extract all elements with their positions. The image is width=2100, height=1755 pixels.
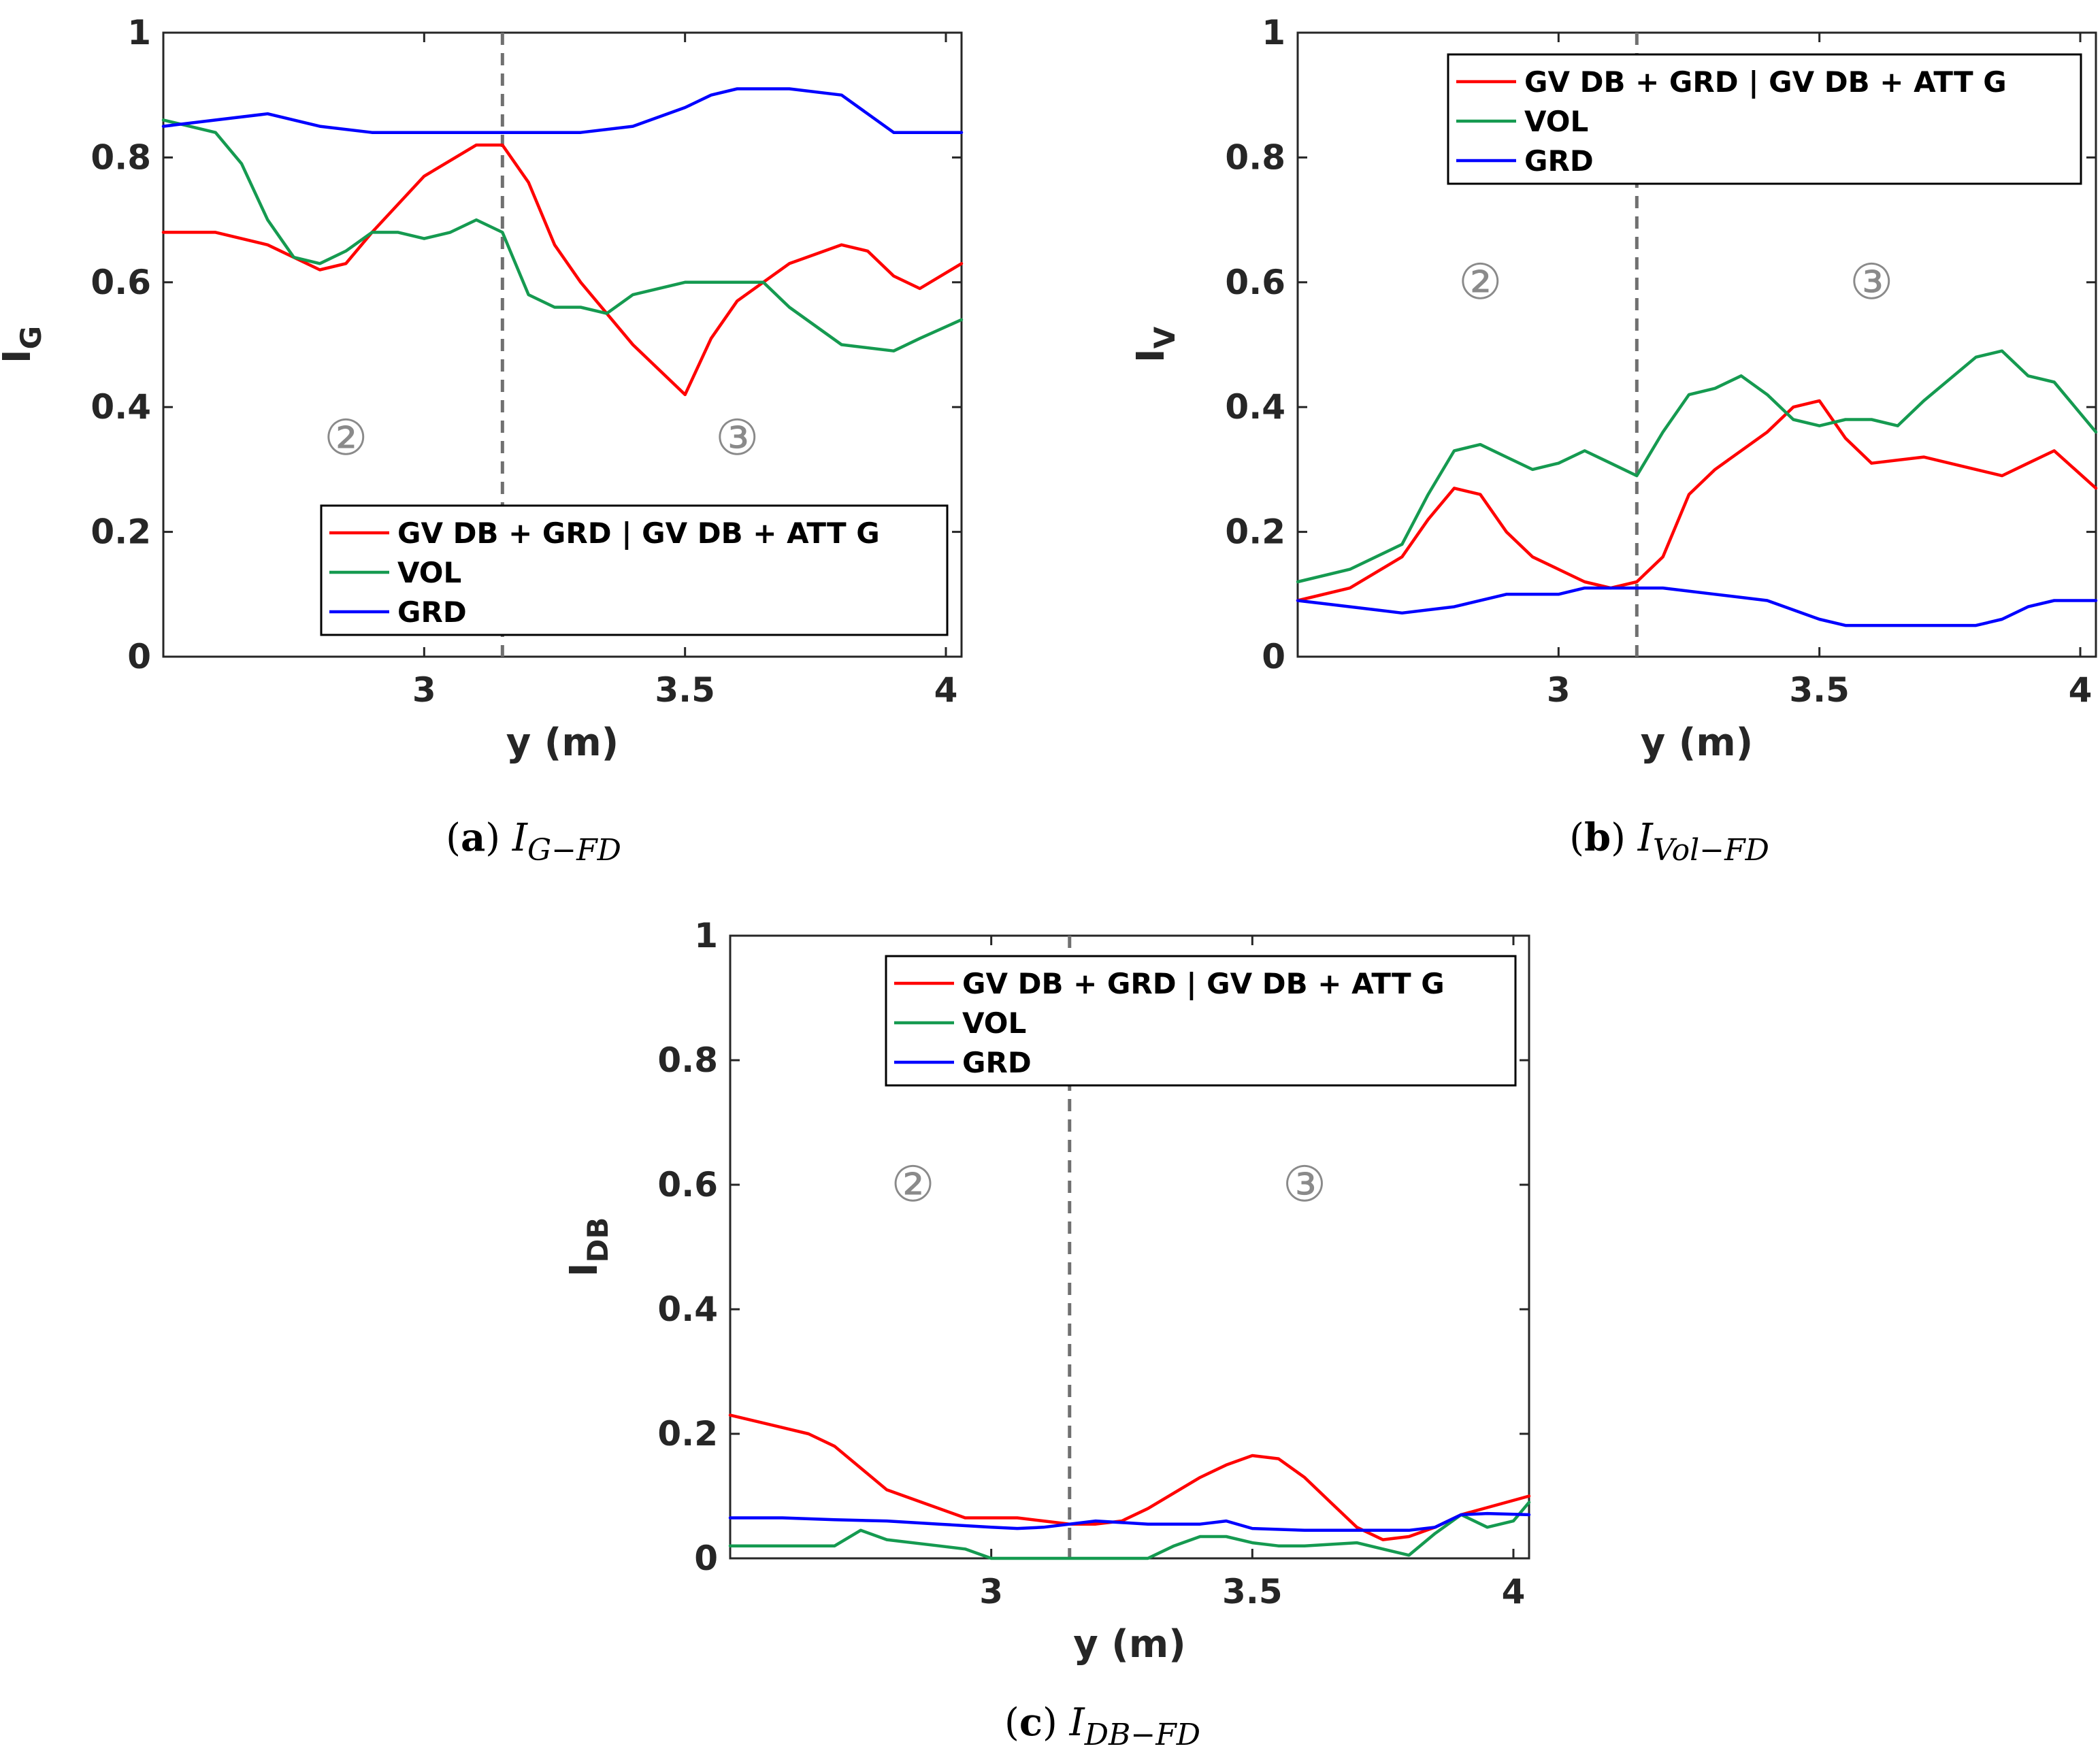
y-tick-label: 0.8 <box>91 137 151 177</box>
series-line-vol <box>728 1500 1531 1560</box>
y-tick-label: 0 <box>694 1539 718 1578</box>
caption-open: ( <box>1569 816 1584 860</box>
legend: GV DB + GRD | GV DB + ATT G VOL GRD <box>320 504 949 636</box>
series-line-grd <box>728 1511 1531 1532</box>
x-tick-label: 4 <box>934 670 958 710</box>
y-tick-label: 0.8 <box>1225 137 1285 177</box>
x-tick-label: 4 <box>1502 1572 1526 1611</box>
caption-letter: b <box>1584 815 1611 860</box>
region-marker: ③ <box>715 409 759 466</box>
y-axis-label: IV <box>1129 326 1181 363</box>
legend-box <box>885 955 1517 1087</box>
caption-close: ) <box>1043 1701 1070 1745</box>
y-tick-label: 1 <box>694 916 718 955</box>
caption-open: ( <box>1004 1701 1019 1745</box>
series-line-grd <box>161 87 964 134</box>
y-axis-label-main: I <box>1129 348 1173 363</box>
y-tick-label: 0 <box>1262 637 1285 676</box>
legend-label: GV DB + GRD | GV DB + ATT G <box>397 516 880 550</box>
x-tick-label: 3.5 <box>1222 1572 1283 1611</box>
x-tick-label: 3 <box>979 1572 1003 1611</box>
y-tick-label: 0.8 <box>657 1040 718 1080</box>
y-tick-label: 0.2 <box>657 1414 718 1454</box>
caption-open: ( <box>446 816 461 860</box>
caption-symbol: I <box>1069 1701 1086 1745</box>
legend-label: VOL <box>397 556 461 589</box>
region-marker: ③ <box>1850 253 1894 310</box>
legend: GV DB + GRD | GV DB + ATT G VOL GRD <box>1447 53 2082 185</box>
panel-caption: (c) IDB−FD <box>1004 1700 1200 1752</box>
region-marker: ② <box>1458 253 1503 310</box>
series-line-grd <box>1296 586 2098 627</box>
x-tick-label: 3.5 <box>1789 670 1850 710</box>
caption-symbol: I <box>1637 816 1654 860</box>
series-line-gv-db-grd-gv-db-att-g <box>1296 399 2098 602</box>
legend-label: GRD <box>962 1046 1032 1079</box>
legend-label: GRD <box>397 595 467 629</box>
caption-close: ) <box>485 816 512 860</box>
x-axis-label: y (m) <box>506 721 619 765</box>
x-tick-label: 4 <box>2069 670 2093 710</box>
y-tick-label: 0.6 <box>1225 263 1285 302</box>
x-tick-label: 3 <box>412 670 436 710</box>
legend: GV DB + GRD | GV DB + ATT G VOL GRD <box>885 955 1517 1087</box>
legend-label: GRD <box>1524 144 1594 178</box>
caption-subscript: Vol−FD <box>1653 833 1769 868</box>
chart-panel-b: 0 0.2 0.4 0.6 0.8 1 3 3.5 4 ② ③ GV DB + GRD | GV DB… <box>1129 13 2098 868</box>
x-tick-label: 3.5 <box>655 670 715 710</box>
series-line-gv-db-grd-gv-db-att-g <box>728 1413 1531 1541</box>
y-axis-label-sub: G <box>14 326 48 349</box>
series-line-vol <box>161 118 964 352</box>
caption-symbol: I <box>512 816 529 860</box>
region-marker: ② <box>891 1155 935 1213</box>
x-tick-label: 3 <box>1547 670 1571 710</box>
y-tick-label: 1 <box>1262 13 1285 52</box>
y-axis-label-sub: V <box>1148 326 1181 348</box>
y-tick-label: 0.2 <box>1225 512 1285 552</box>
region-marker: ③ <box>1283 1155 1327 1213</box>
y-axis-label: IG <box>0 326 48 363</box>
y-axis-label-main: I <box>0 349 39 363</box>
y-tick-label: 0.2 <box>91 512 151 552</box>
panel-caption: (a) IG−FD <box>446 815 621 868</box>
legend-box <box>320 504 949 636</box>
y-tick-label: 0.4 <box>657 1290 718 1329</box>
caption-letter: c <box>1019 1700 1043 1745</box>
legend-label: VOL <box>962 1006 1026 1040</box>
series-line-gv-db-grd-gv-db-att-g <box>161 143 964 397</box>
y-axis-label-main: I <box>562 1263 606 1277</box>
y-axis-label-sub: DB <box>581 1217 614 1263</box>
caption-letter: a <box>461 815 485 860</box>
x-axis-label: y (m) <box>1641 721 1754 765</box>
caption-subscript: DB−FD <box>1084 1718 1200 1752</box>
region-marker: ② <box>324 409 368 466</box>
legend-label: GV DB + GRD | GV DB + ATT G <box>962 967 1445 1000</box>
series-line-vol <box>1296 349 2098 584</box>
y-tick-label: 0 <box>127 637 151 676</box>
chart-panel-a: 0 0.2 0.4 0.6 0.8 1 3 3.5 4 ② ③ GV DB + GRD | GV DB… <box>0 13 964 868</box>
x-axis-label: y (m) <box>1073 1622 1186 1667</box>
legend-label: GV DB + GRD | GV DB + ATT G <box>1524 65 2007 99</box>
y-tick-label: 0.4 <box>91 387 151 427</box>
y-tick-label: 0.6 <box>657 1165 718 1204</box>
y-tick-label: 1 <box>127 13 151 52</box>
y-axis-label: IDB <box>562 1217 614 1277</box>
legend-label: VOL <box>1524 105 1588 138</box>
panel-caption: (b) IVol−FD <box>1569 815 1769 868</box>
caption-close: ) <box>1611 816 1638 860</box>
caption-subscript: G−FD <box>527 833 621 868</box>
chart-panel-c: 0 0.2 0.4 0.6 0.8 1 3 3.5 4 ② ③ GV DB + GRD | GV DB… <box>562 916 1531 1752</box>
y-tick-label: 0.6 <box>91 263 151 302</box>
y-tick-label: 0.4 <box>1225 387 1285 427</box>
legend-box <box>1447 53 2082 185</box>
